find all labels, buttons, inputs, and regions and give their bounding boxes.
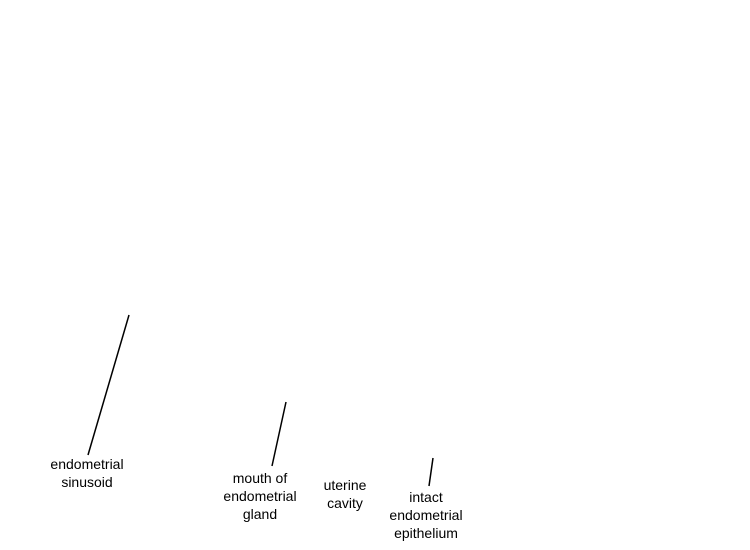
- label-line: epithelium: [394, 525, 458, 541]
- label-line: uterine: [323, 477, 367, 493]
- leader-line-epithelium: [428, 457, 434, 487]
- label-line: sinusoid: [61, 474, 113, 490]
- leader-line-sinusoid: [87, 314, 130, 456]
- label-line: gland: [242, 506, 278, 522]
- label-mouth-of-endometrial-gland: mouth of endometrial gland: [210, 469, 310, 523]
- leader-line-gland: [271, 401, 287, 467]
- label-line: endometrial: [223, 488, 297, 504]
- label-line: endometrial: [389, 507, 463, 523]
- label-intact-endometrial-epithelium: intact endometrial epithelium: [376, 488, 476, 542]
- label-line: mouth of: [232, 470, 288, 486]
- label-line: endometrial: [50, 456, 124, 472]
- label-endometrial-sinusoid: endometrial sinusoid: [37, 455, 137, 491]
- label-uterine-cavity: uterine cavity: [305, 476, 385, 512]
- label-line: cavity: [327, 495, 363, 511]
- label-line: intact: [409, 489, 443, 505]
